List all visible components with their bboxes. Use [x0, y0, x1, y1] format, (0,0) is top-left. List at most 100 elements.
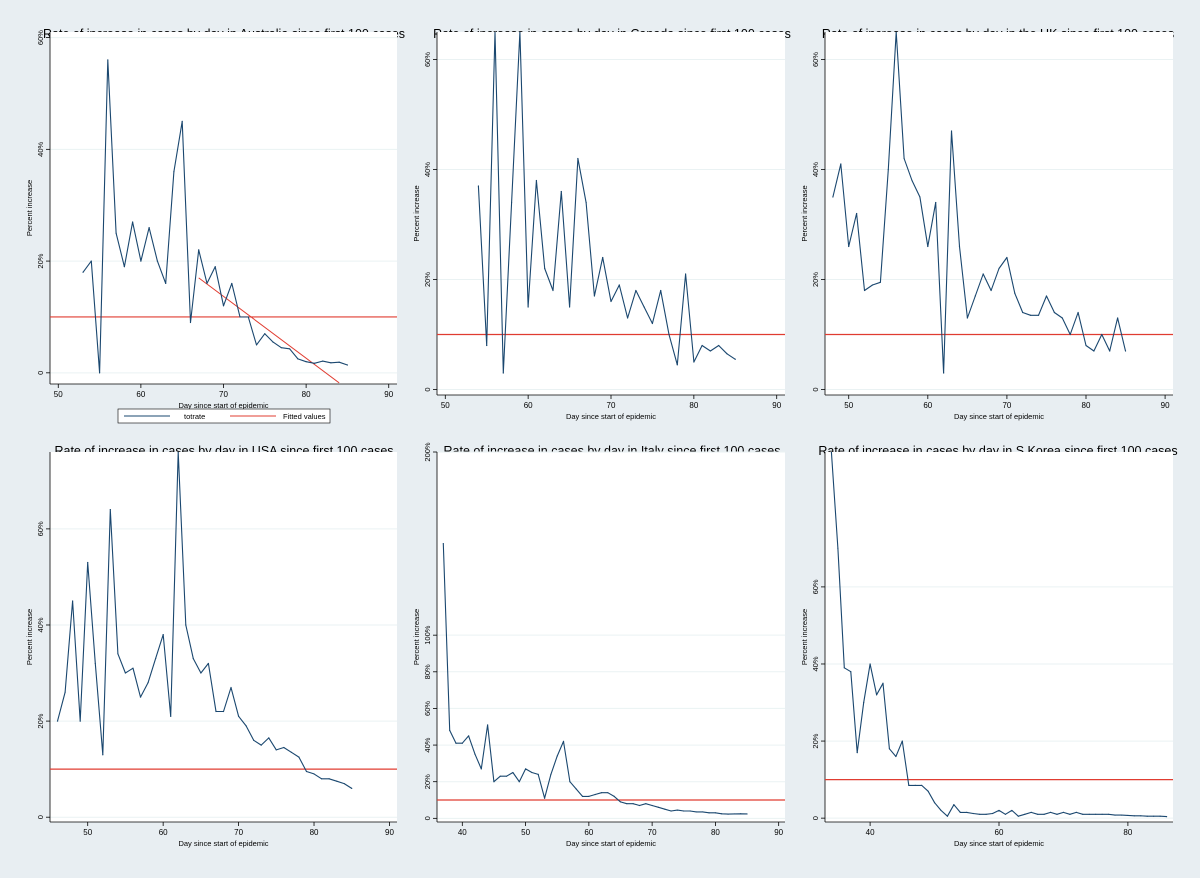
data-point — [702, 811, 704, 813]
data-point — [927, 245, 929, 248]
chart-panel-1: Rate of increase in cases by day in Aust… — [25, 27, 405, 424]
data-point — [320, 778, 323, 780]
legend-label-fitted: Fitted values — [283, 412, 326, 421]
data-point — [230, 686, 232, 689]
y-tick-label: 60% — [36, 521, 45, 536]
plot-area — [437, 32, 785, 395]
data-point — [1053, 311, 1055, 314]
data-point — [189, 321, 192, 324]
y-axis-label: Percent increase — [800, 185, 809, 241]
data-point — [455, 742, 457, 744]
y-tick-label: 20% — [811, 272, 820, 287]
data-point — [718, 344, 720, 347]
data-point — [588, 795, 590, 797]
data-point — [610, 300, 612, 303]
data-point — [305, 361, 307, 363]
y-tick-label: 0 — [811, 816, 820, 820]
data-point — [940, 809, 942, 812]
x-tick-label: 90 — [385, 828, 394, 837]
data-point — [602, 256, 604, 259]
data-point — [102, 754, 104, 756]
data-point — [115, 232, 117, 234]
data-point — [1011, 809, 1013, 812]
data-point — [887, 168, 889, 171]
data-point — [935, 201, 937, 204]
data-point — [192, 658, 194, 660]
plot-area — [825, 452, 1173, 822]
data-point — [1165, 816, 1168, 818]
data-point — [1146, 815, 1148, 817]
data-point — [245, 725, 247, 727]
data-point — [850, 671, 852, 673]
data-point — [709, 350, 712, 352]
data-point — [550, 773, 552, 775]
data-point — [643, 306, 645, 308]
data-point — [1049, 811, 1052, 813]
data-point — [901, 740, 903, 742]
data-point — [689, 810, 691, 812]
y-tick-label: 40% — [811, 162, 820, 177]
data-point — [746, 813, 748, 815]
y-tick-label: 20% — [36, 713, 45, 728]
data-point — [1017, 815, 1019, 817]
data-point — [487, 724, 489, 726]
data-point — [895, 755, 897, 758]
series-line-totrate — [832, 32, 1127, 374]
data-point — [911, 179, 913, 182]
data-point — [1043, 813, 1045, 815]
data-point — [343, 782, 345, 785]
data-point — [231, 282, 233, 285]
x-tick-label: 60 — [584, 828, 593, 837]
data-point — [1114, 814, 1116, 816]
data-point — [537, 773, 539, 775]
data-point — [856, 212, 858, 215]
data-point — [237, 715, 240, 717]
data-point — [1030, 314, 1032, 316]
data-point — [527, 306, 529, 308]
x-tick-label: 70 — [234, 828, 243, 837]
data-point — [843, 667, 845, 669]
data-point — [657, 806, 660, 808]
data-point — [322, 360, 324, 362]
y-tick-label: 40% — [811, 656, 820, 671]
data-point — [1120, 814, 1123, 816]
data-point — [684, 273, 687, 275]
chart-panel-4: Rate of increase in cases by day in USA … — [25, 444, 397, 848]
data-point — [888, 748, 891, 750]
data-point — [635, 289, 637, 292]
x-axis-label: Day since start of epidemic — [954, 412, 1044, 421]
data-point — [351, 787, 353, 789]
y-tick-label: 60% — [36, 30, 45, 45]
data-point — [740, 813, 742, 815]
y-axis-label: Percent increase — [412, 185, 421, 241]
data-point — [985, 813, 987, 815]
plot-area — [50, 452, 397, 822]
data-point — [544, 267, 546, 270]
data-point — [222, 710, 225, 713]
x-tick-label: 60 — [923, 401, 932, 410]
data-point — [290, 751, 292, 753]
data-point — [139, 696, 142, 698]
y-axis-label: Percent increase — [800, 609, 809, 665]
x-tick-label: 50 — [844, 401, 853, 410]
x-tick-label: 50 — [521, 828, 530, 837]
data-point — [298, 756, 300, 758]
x-tick-label: 50 — [441, 401, 450, 410]
data-point — [346, 364, 349, 366]
y-tick-label: 20% — [36, 253, 45, 268]
data-point — [214, 266, 216, 268]
chart-panel-2: Rate of increase in cases by day in Cana… — [412, 27, 791, 421]
data-point — [979, 813, 981, 815]
x-tick-label: 40 — [458, 828, 467, 837]
data-point — [260, 744, 262, 746]
data-point — [1037, 314, 1040, 316]
data-point — [506, 775, 508, 777]
y-tick-label: 0 — [36, 371, 45, 375]
data-point — [966, 317, 968, 319]
data-point — [863, 701, 865, 704]
y-tick-label: 40% — [423, 162, 432, 177]
data-point — [338, 361, 340, 363]
data-point — [959, 811, 961, 813]
data-point — [837, 547, 839, 549]
data-point — [594, 793, 596, 796]
